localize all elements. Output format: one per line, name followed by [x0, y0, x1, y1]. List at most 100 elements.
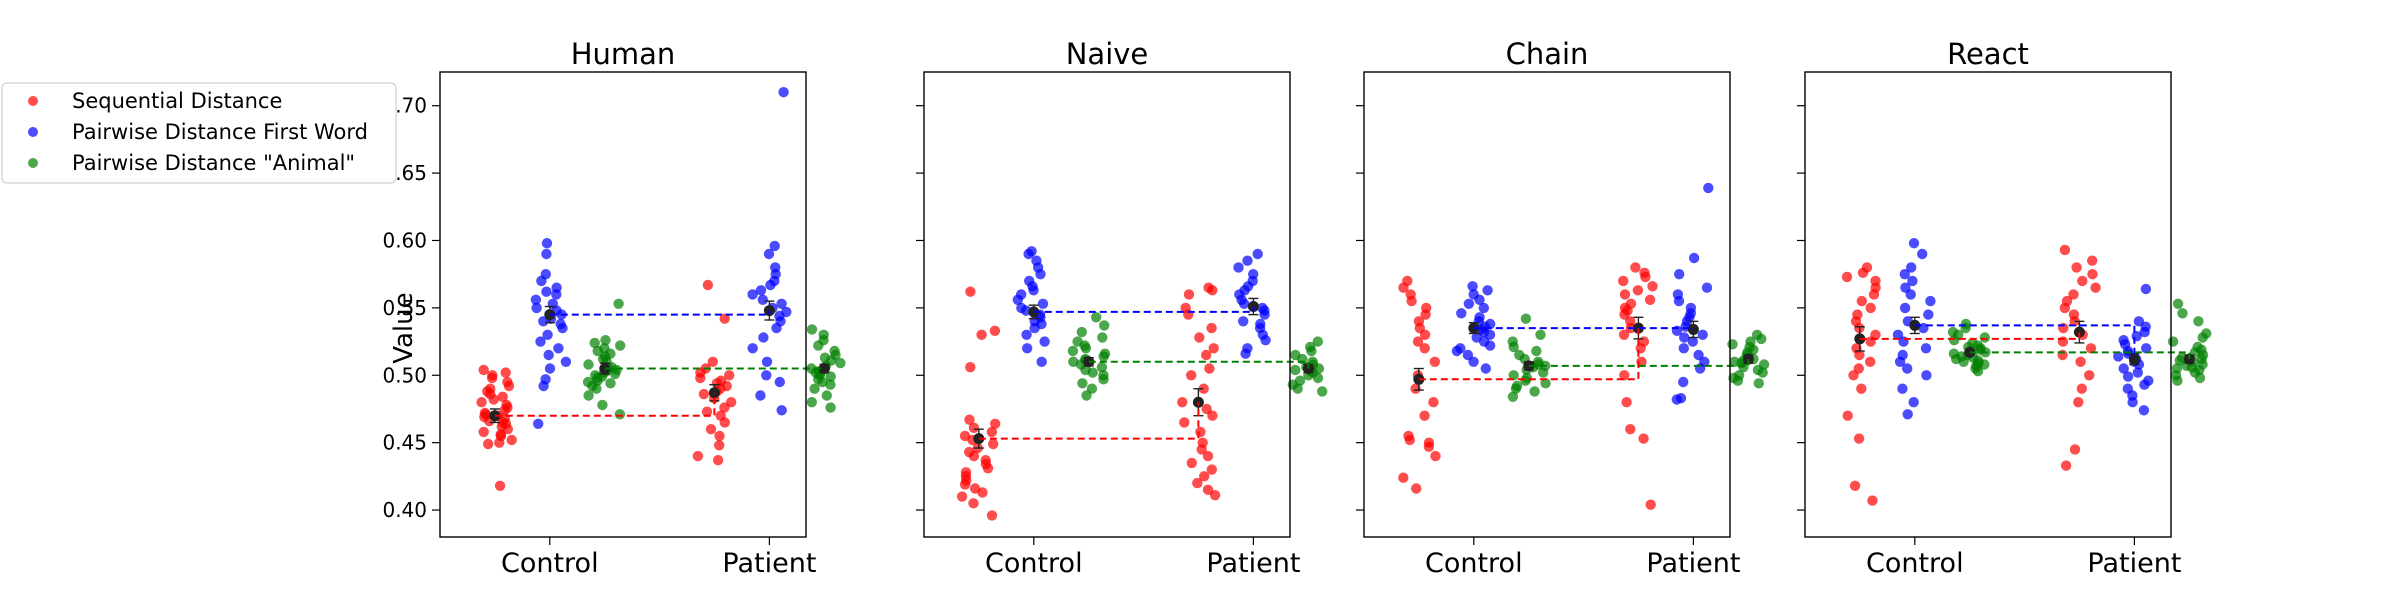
data-point: [479, 407, 491, 419]
data-point: [1745, 336, 1756, 347]
data-point: [1462, 349, 1474, 361]
data-point: [531, 302, 542, 314]
data-point: [1699, 356, 1710, 367]
data-point: [615, 340, 626, 351]
data-point: [2073, 397, 2084, 408]
data-point: [968, 498, 979, 509]
data-point: [1842, 410, 1853, 421]
data-point: [829, 345, 840, 357]
data-point: [1853, 363, 1865, 374]
data-point: [1482, 285, 1493, 296]
data-point: [809, 383, 820, 394]
data-point: [1031, 255, 1042, 266]
mean-connector-line: [1859, 332, 2081, 340]
data-point: [986, 510, 998, 521]
data-point: [763, 248, 775, 260]
data-point: [1208, 343, 1219, 354]
data-point: [1902, 363, 1913, 374]
data-point: [698, 388, 710, 400]
data-point: [1902, 409, 1913, 420]
data-point: [1097, 332, 1108, 343]
data-point: [2141, 343, 2152, 354]
mean-connector-line: [494, 392, 716, 417]
y-tick-label: 0.60: [382, 228, 427, 252]
data-point: [1751, 329, 1763, 340]
data-point: [776, 405, 787, 416]
data-point: [2177, 308, 2188, 319]
data-point: [1535, 329, 1546, 340]
data-point: [1865, 302, 1876, 314]
data-point: [1192, 477, 1203, 489]
data-point: [1507, 391, 1519, 402]
y-axis-label: Value: [389, 292, 419, 363]
data-point: [1429, 356, 1441, 367]
data-point: [2167, 336, 2179, 347]
x-tick-label: Patient: [1206, 548, 1300, 579]
data-point: [1619, 370, 1630, 381]
data-point: [2071, 262, 2082, 273]
data-point: [825, 379, 836, 390]
data-point: [761, 370, 772, 381]
data-point: [1463, 298, 1475, 309]
mean-marker: [818, 363, 830, 375]
data-point: [1908, 238, 1920, 249]
data-point: [757, 294, 768, 305]
data-point: [714, 440, 725, 451]
data-point: [1098, 370, 1109, 381]
data-point: [1920, 343, 1932, 354]
data-point: [965, 362, 976, 373]
mean-connector-line: [978, 402, 1200, 440]
data-point: [589, 337, 600, 349]
y-tick-label: 0.45: [382, 431, 427, 455]
data-point: [1921, 370, 1932, 381]
panel-title: React: [1947, 37, 2029, 71]
data-point: [2133, 316, 2145, 327]
plot-frame: [923, 71, 1291, 538]
data-point: [2193, 316, 2204, 327]
data-point: [1507, 336, 1518, 347]
data-point: [715, 410, 726, 421]
data-point: [1618, 329, 1630, 340]
data-point: [1402, 275, 1413, 287]
data-point: [487, 370, 498, 381]
data-point: [1892, 329, 1904, 340]
data-point: [1290, 364, 1301, 376]
data-point: [959, 430, 971, 442]
data-point: [1468, 356, 1479, 367]
data-point: [755, 285, 767, 296]
data-point: [495, 429, 506, 440]
data-point: [2122, 371, 2134, 382]
panel-title: Human: [571, 37, 676, 71]
mean-connector-line: [1914, 324, 2136, 360]
data-point: [1672, 289, 1684, 300]
data-point: [1242, 255, 1253, 266]
data-point: [1521, 372, 1533, 384]
data-point: [1897, 349, 1908, 361]
data-point: [1514, 349, 1525, 361]
data-point: [1091, 312, 1102, 323]
mean-connector-line: [1418, 328, 1640, 381]
data-point: [776, 298, 787, 309]
data-point: [2085, 343, 2097, 354]
data-point: [769, 240, 780, 252]
data-point: [761, 356, 773, 367]
data-point: [1625, 316, 1636, 327]
panel-human: Human0.400.450.500.550.600.650.70Control…: [382, 37, 846, 579]
data-point: [535, 336, 546, 347]
data-point: [544, 363, 556, 374]
data-point: [1675, 393, 1687, 404]
data-point: [600, 335, 611, 346]
plot-frame: [1804, 71, 2172, 538]
legend-marker: [28, 158, 38, 168]
data-point: [530, 294, 542, 305]
x-tick-label: Control: [501, 548, 599, 579]
data-point: [1679, 332, 1690, 343]
data-point: [1471, 332, 1482, 343]
mean-connector-line: [1473, 327, 1695, 330]
data-point: [1480, 363, 1492, 374]
data-point: [1195, 426, 1206, 438]
data-point: [1753, 378, 1765, 389]
data-point: [1511, 380, 1523, 392]
panel-chain: Chain Control Patient: [1356, 37, 1770, 579]
x-tick-label: Patient: [1646, 548, 1740, 579]
